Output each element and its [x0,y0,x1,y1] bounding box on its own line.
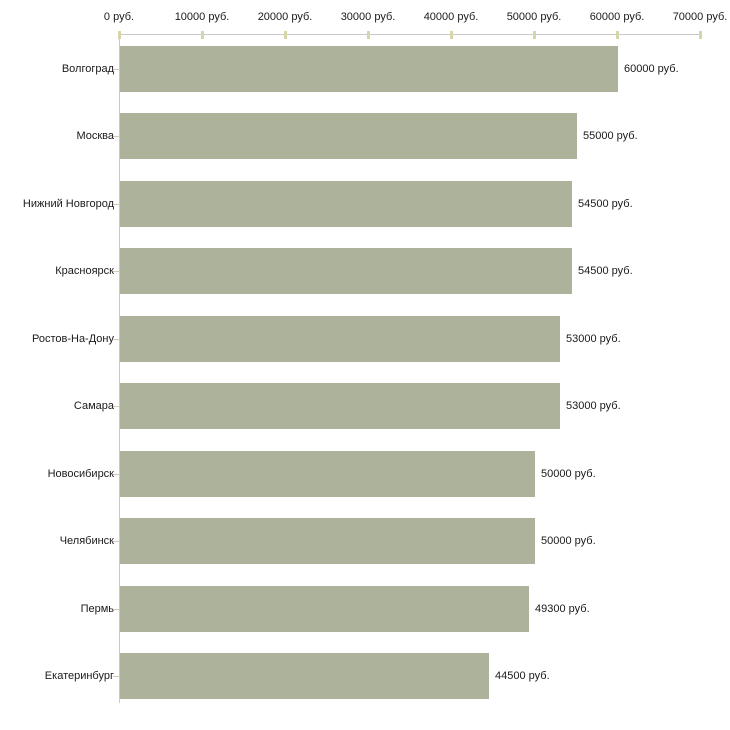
x-axis-tick-label: 40000 руб. [423,11,479,23]
category-label: Ростов-На-Дону [31,332,114,345]
bar-row: Новосибирск 50000 руб. [0,440,730,508]
category-label: Новосибирск [47,467,114,480]
x-axis-tick-label: 30000 руб. [340,11,396,23]
category-tick [113,203,119,205]
bar-row: Нижний Новгород 54500 руб. [0,170,730,238]
x-axis-tick-label: 0 руб. [103,11,135,23]
bar [120,248,572,295]
value-label: 55000 руб. [583,130,638,143]
category-label: Пермь [80,602,114,615]
bar [120,585,529,632]
category-tick [113,406,119,408]
x-axis-line [119,34,701,35]
category-tick [113,338,119,340]
category-label: Волгоград [61,62,114,75]
bar [120,45,618,92]
bar [120,113,577,160]
x-axis-tick-mark [118,31,121,39]
value-label: 53000 руб. [566,400,621,413]
category-label: Челябинск [59,535,114,548]
x-axis-tick-mark [450,31,453,39]
bar-row: Волгоград 60000 руб. [0,35,730,103]
category-tick [113,136,119,138]
value-label: 60000 руб. [624,62,679,75]
bar-row: Москва 55000 руб. [0,103,730,171]
value-label: 50000 руб. [541,535,596,548]
value-label: 49300 руб. [535,602,590,615]
bar [120,518,535,565]
bar-row: Красноярск 54500 руб. [0,238,730,306]
x-axis-tick-mark [533,31,536,39]
x-axis-tick-mark [699,31,702,39]
x-axis-tick-label: 50000 руб. [506,11,562,23]
category-tick [113,68,119,70]
bar-row: Екатеринбург 44500 руб. [0,643,730,711]
category-tick [113,676,119,678]
category-label: Красноярск [55,265,114,278]
value-label: 50000 руб. [541,467,596,480]
y-axis-line [119,34,120,703]
x-axis-tick-mark [201,31,204,39]
x-axis-tick-mark [367,31,370,39]
bar [120,180,572,227]
category-tick [113,541,119,543]
bar-row: Ростов-На-Дону 53000 руб. [0,305,730,373]
bar [120,383,560,430]
x-axis-tick-mark [616,31,619,39]
category-tick [113,608,119,610]
value-label: 53000 руб. [566,332,621,345]
x-axis-tick-label: 10000 руб. [174,11,230,23]
category-label: Нижний Новгород [22,197,114,210]
bar [120,315,560,362]
category-label: Москва [76,130,114,143]
bar-row: Самара 53000 руб. [0,373,730,441]
category-label: Екатеринбург [44,670,114,683]
x-axis-tick-label: 70000 руб. [672,11,728,23]
x-axis-tick-mark [284,31,287,39]
category-tick [113,473,119,475]
value-label: 54500 руб. [578,265,633,278]
x-axis-tick-label: 60000 руб. [589,11,645,23]
bar [120,653,489,700]
category-label: Самара [73,400,114,413]
bar [120,450,535,497]
bar-row: Челябинск 50000 руб. [0,508,730,576]
x-axis-tick-label: 20000 руб. [257,11,313,23]
bar-row: Пермь 49300 руб. [0,575,730,643]
value-label: 54500 руб. [578,197,633,210]
category-tick [113,271,119,273]
value-label: 44500 руб. [495,670,550,683]
